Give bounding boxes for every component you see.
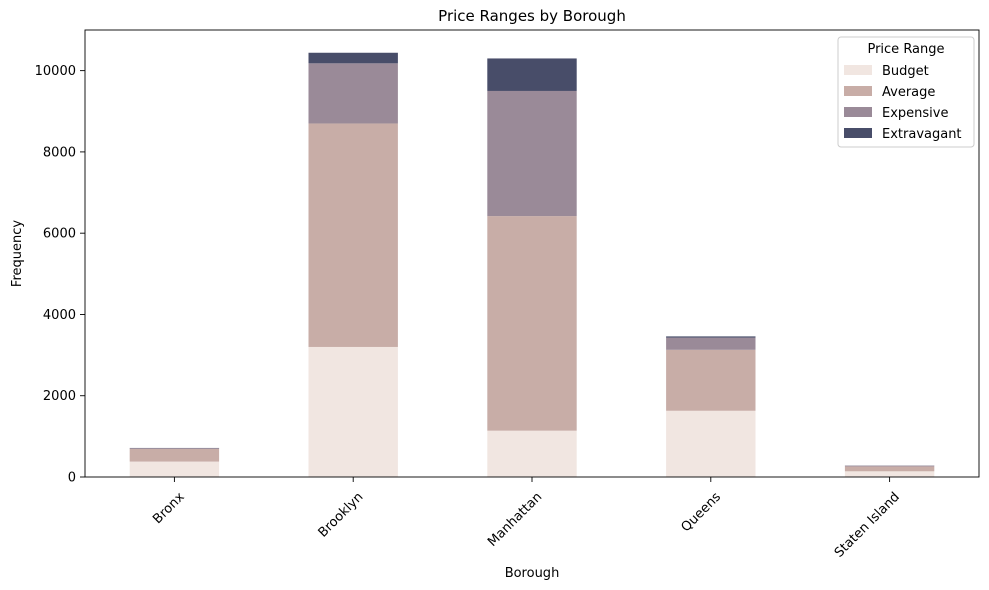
legend-label-average: Average [882, 85, 935, 100]
legend-label-expensive: Expensive [882, 106, 948, 121]
bar-budget-manhattan [487, 430, 577, 477]
bar-expensive-manhattan [487, 90, 577, 217]
legend-swatch-budget [844, 65, 872, 75]
x-tick-label: Brooklyn [316, 490, 367, 541]
bar-expensive-brooklyn [308, 63, 398, 124]
legend-title: Price Range [867, 42, 944, 57]
x-tick-label: Bronx [150, 489, 188, 527]
y-tick-label: 8000 [43, 145, 76, 160]
y-tick-label: 4000 [43, 308, 76, 323]
y-tick-label: 6000 [43, 227, 76, 242]
chart-title: Price Ranges by Borough [438, 7, 626, 25]
bar-average-queens [666, 349, 756, 411]
bar-expensive-bronx [129, 448, 220, 449]
bar-average-manhattan [487, 216, 577, 431]
bar-extravagant-manhattan [487, 58, 577, 91]
bar-expensive-staten-island [844, 465, 935, 467]
bar-average-brooklyn [308, 123, 398, 347]
x-tick-label: Queens [678, 489, 724, 535]
bar-extravagant-brooklyn [308, 52, 398, 64]
x-axis: Bronx Brooklyn Manhattan Queens Staten Islan… [150, 477, 903, 561]
legend-swatch-expensive [844, 107, 872, 117]
bar-budget-bronx [129, 461, 220, 477]
legend: Price Range Budget Average Expensive Extrav… [837, 36, 975, 148]
y-tick-label: 2000 [43, 389, 76, 404]
legend-label-budget: Budget [882, 64, 929, 79]
x-axis-label: Borough [505, 566, 560, 581]
bars-layer [129, 52, 935, 477]
bar-extravagant-queens [666, 336, 756, 338]
x-tick-label: Staten Island [832, 490, 903, 561]
legend-swatch-average [844, 86, 872, 96]
bar-budget-staten-island [844, 471, 935, 477]
bar-budget-queens [666, 410, 756, 477]
y-tick-label: 0 [68, 471, 76, 486]
bar-average-staten-island [844, 466, 935, 472]
legend-box [837, 36, 975, 148]
plot-frame [84, 29, 980, 478]
y-axis-label: Frequency [10, 220, 25, 287]
bar-average-bronx [129, 448, 220, 462]
legend-label-extravagant: Extravagant [882, 127, 962, 142]
legend-swatch-extravagant [844, 128, 872, 138]
y-axis: 0 2000 4000 6000 8000 10000 [35, 64, 85, 486]
y-tick-label: 10000 [35, 64, 76, 79]
bar-budget-brooklyn [308, 346, 398, 477]
x-tick-label: Manhattan [485, 490, 545, 550]
bar-expensive-queens [666, 337, 756, 350]
